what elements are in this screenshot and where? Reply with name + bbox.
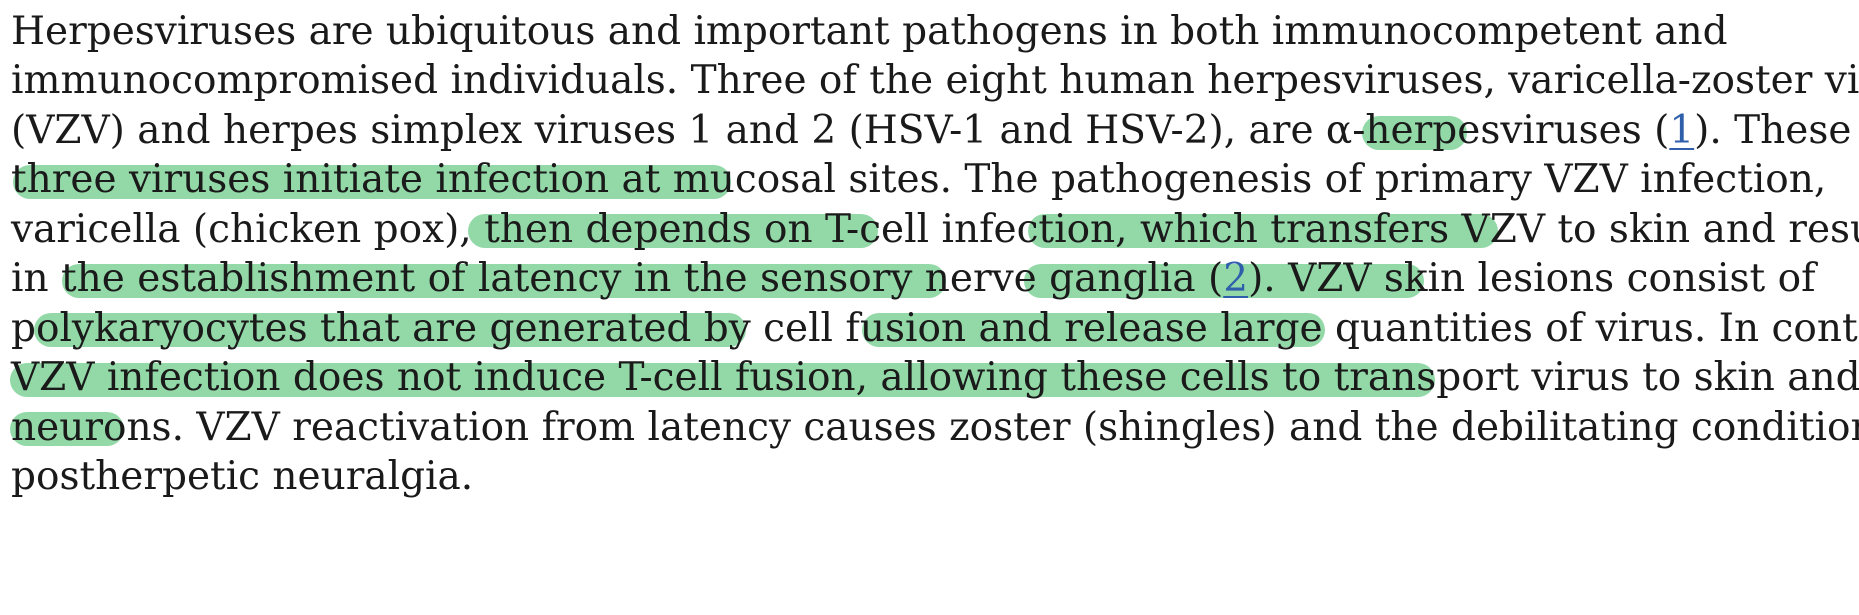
paragraph-line: in the establishment of latency in the s… [11, 249, 1816, 309]
highlight-mark[interactable] [1028, 214, 1498, 248]
citation-link-1[interactable]: 1 [1669, 108, 1695, 153]
highlight-mark[interactable] [62, 264, 946, 298]
highlight-mark[interactable] [10, 363, 1435, 397]
line-text: (VZV) and herpes simplex viruses 1 and 2… [11, 108, 1670, 153]
citation-link-2[interactable]: 2 [1223, 256, 1249, 301]
highlight-mark[interactable] [1024, 264, 1424, 298]
paragraph-line: Herpesviruses are ubiquitous and importa… [11, 9, 1728, 54]
highlight-mark[interactable] [862, 313, 1325, 347]
line-text: ). These [1694, 108, 1852, 153]
paragraph-line: varicella (chicken pox), then depends on… [11, 207, 1859, 252]
paragraph-line: polykaryocytes that are generated by cel… [11, 306, 1859, 351]
paragraph-line: immunocompromised individuals. Three of … [11, 58, 1859, 103]
highlight-mark[interactable] [468, 214, 878, 248]
highlight-mark[interactable] [10, 412, 124, 446]
paragraph-line: VZV infection does not induce T-cell fus… [11, 355, 1859, 400]
paragraph-line: postherpetic neuralgia. [11, 454, 474, 499]
highlight-mark[interactable] [34, 313, 746, 347]
paragraph-line: (VZV) and herpes simplex viruses 1 and 2… [11, 101, 1851, 161]
paragraph-line: neurons. VZV reactivation from latency c… [11, 405, 1859, 450]
highlight-mark[interactable] [1362, 116, 1467, 150]
line-text: ). VZV skin lesions consist of [1248, 256, 1816, 301]
highlight-mark[interactable] [13, 165, 731, 199]
paragraph-line: three viruses initiate infection at muco… [11, 157, 1827, 202]
line-text: in the establishment of latency in the s… [11, 256, 1224, 301]
